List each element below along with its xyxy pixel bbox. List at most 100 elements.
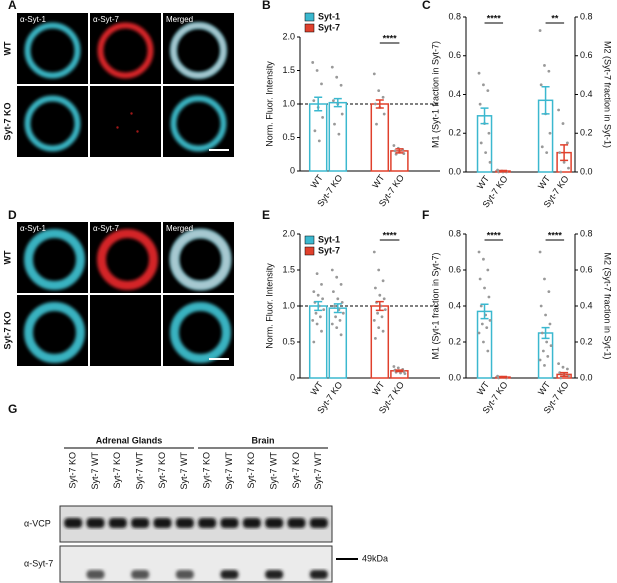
data-point <box>314 311 318 315</box>
y-tick-label: 2.0 <box>282 228 295 238</box>
legend-swatch <box>304 23 315 33</box>
y2-tick-label: 0.0 <box>580 372 593 382</box>
data-point <box>486 89 490 93</box>
significance-label: **** <box>383 33 398 43</box>
data-point <box>548 131 552 135</box>
y-axis-label: M1 (Syt-1 fraction in Syt-7) <box>430 41 440 148</box>
data-point <box>330 65 334 69</box>
data-point <box>374 286 377 290</box>
data-point <box>341 311 345 315</box>
data-point <box>393 149 397 153</box>
data-point <box>375 122 378 126</box>
data-point <box>312 99 316 103</box>
data-point <box>540 331 544 335</box>
data-point <box>543 64 546 67</box>
y-tick-label: 0.0 <box>448 372 461 382</box>
micrograph <box>163 13 234 84</box>
column-label: α-Syt-7 <box>93 224 120 233</box>
lane-label: Syt-7 KO <box>291 452 301 489</box>
data-point <box>312 340 316 344</box>
data-point <box>339 83 343 87</box>
data-point <box>558 151 562 155</box>
legend-swatch <box>304 235 315 245</box>
x-tick-label: WT <box>370 379 387 397</box>
data-point <box>478 277 482 281</box>
micrograph <box>163 295 234 366</box>
data-point <box>392 144 396 147</box>
data-point <box>396 366 400 370</box>
data-point <box>316 293 320 297</box>
image-bg <box>90 86 161 157</box>
band <box>265 570 284 579</box>
micrograph <box>17 222 88 293</box>
cell-ring <box>24 22 81 79</box>
error-bar <box>560 144 569 162</box>
data-point <box>487 131 491 135</box>
band <box>309 570 328 579</box>
error-bar <box>375 300 384 312</box>
data-point <box>381 279 385 283</box>
lane-label: Syt-7 WT <box>224 451 234 489</box>
data-point <box>480 322 484 326</box>
legend-label: Syt-1 <box>318 11 340 21</box>
data-point <box>338 319 342 322</box>
data-point <box>541 349 545 353</box>
data-point <box>330 322 334 326</box>
micrograph <box>163 222 234 293</box>
y2-axis-label: M2 (Syt-7 fraction in Syt-1) <box>603 252 613 359</box>
error-bar <box>314 96 323 112</box>
data-point <box>557 108 560 112</box>
group-label: Adrenal Glands <box>96 435 163 445</box>
data-point <box>377 268 381 272</box>
data-point <box>320 283 323 286</box>
cell-ring <box>170 302 231 363</box>
band <box>198 518 217 528</box>
band <box>287 518 306 528</box>
y2-tick-label: 0.8 <box>580 228 593 238</box>
panel-label: F <box>422 208 429 222</box>
data-point <box>377 326 381 329</box>
band <box>220 518 239 528</box>
cell-ring <box>170 22 227 79</box>
data-point <box>485 326 489 329</box>
error-bar <box>480 107 489 125</box>
x-tick-label: WT <box>309 172 326 190</box>
group-label: Brain <box>251 435 274 445</box>
panel-label: E <box>262 208 270 222</box>
significance-label: ** <box>551 13 559 23</box>
legend-swatch <box>304 246 315 256</box>
data-point <box>320 329 323 333</box>
band <box>153 518 172 528</box>
row-label: Syt-7 KO <box>2 102 12 140</box>
column-label: α-Syt-1 <box>20 224 47 233</box>
data-point <box>372 319 376 322</box>
data-point <box>539 83 543 87</box>
data-point <box>477 71 481 75</box>
lane-label: Syt-7 WT <box>269 451 279 489</box>
y-tick-label: 2.0 <box>282 31 295 41</box>
lane-label: Syt-7 KO <box>202 452 212 489</box>
data-point <box>486 268 490 272</box>
x-tick-label: WT <box>309 379 326 397</box>
y-tick-label: 0.8 <box>448 228 461 238</box>
y2-tick-label: 0.4 <box>580 300 593 310</box>
data-point <box>372 72 376 76</box>
micrograph <box>90 295 161 366</box>
cell-ring <box>24 229 85 290</box>
y-tick-label: 1.0 <box>282 98 295 108</box>
lane-label: Syt-7 KO <box>112 452 122 489</box>
significance-label: **** <box>548 230 563 240</box>
data-point <box>383 308 387 311</box>
column-label: α-Syt-1 <box>20 15 47 24</box>
column-label: Merged <box>166 224 193 233</box>
bar <box>308 305 328 379</box>
data-point <box>487 295 491 299</box>
lane-label: Syt-7 WT <box>179 451 189 489</box>
data-point <box>392 365 396 368</box>
data-point <box>477 250 481 254</box>
data-point <box>315 322 319 326</box>
band <box>265 518 284 528</box>
data-point <box>317 139 321 143</box>
data-point <box>484 151 488 155</box>
y-tick-label: 0.5 <box>282 132 295 142</box>
